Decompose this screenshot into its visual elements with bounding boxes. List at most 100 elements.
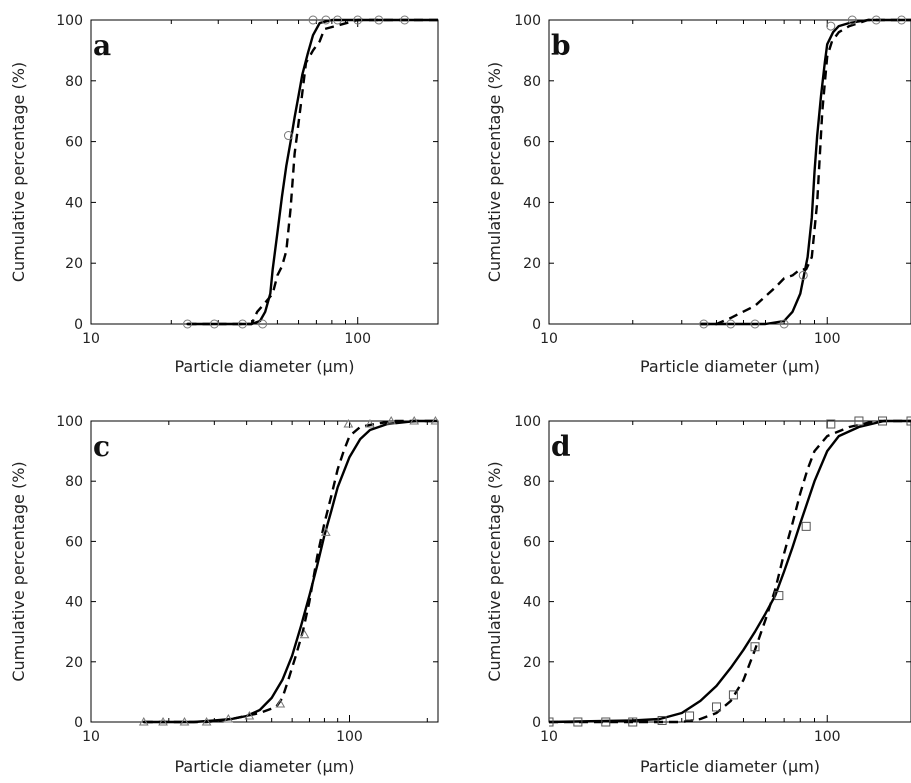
data-point (906, 416, 911, 426)
data-point (628, 717, 638, 727)
data-point (847, 15, 857, 25)
y-tick-label: 0 (74, 317, 83, 333)
data-point (158, 716, 168, 726)
data-point (854, 416, 864, 426)
plot-frame (548, 19, 911, 325)
data-point (657, 715, 667, 725)
y-tick-label: 100 (514, 414, 541, 430)
data-point (179, 716, 190, 726)
plot-frame (90, 420, 439, 723)
data-point (308, 15, 318, 25)
panel-label: c (93, 430, 110, 463)
y-tick-label: 60 (523, 135, 541, 151)
data-point (573, 717, 583, 727)
y-tick-label: 100 (56, 414, 83, 430)
data-point (712, 702, 722, 712)
y-tick-label: 100 (514, 13, 541, 29)
solid-curve (549, 419, 911, 724)
panel-label: b (551, 29, 571, 62)
data-point (430, 415, 438, 425)
data-point (386, 415, 397, 425)
plot-frame (548, 420, 911, 723)
y-axis-label: Cumulative percentage (%) (485, 461, 504, 681)
data-point (244, 710, 255, 720)
y-tick-label: 0 (532, 317, 541, 333)
data-point (801, 521, 811, 531)
x-axis-label: Particle diameter (μm) (174, 357, 354, 376)
data-point (798, 270, 808, 280)
data-point (283, 131, 293, 141)
y-tick-label: 80 (65, 74, 83, 90)
data-point (321, 15, 331, 25)
panel-label: d (551, 430, 571, 463)
x-axis-label: Particle diameter (μm) (640, 357, 820, 376)
data-point (878, 416, 888, 426)
y-tick-label: 80 (523, 74, 541, 90)
data-point (699, 319, 709, 329)
plot-area (699, 15, 911, 329)
data-point (238, 319, 248, 329)
data-point (826, 21, 836, 31)
data-point (223, 713, 234, 723)
data-point (750, 642, 760, 652)
data-point (779, 319, 789, 329)
dashed-curve (549, 419, 911, 724)
data-point (685, 711, 695, 721)
solid-curve (699, 18, 911, 326)
dashed-curve (187, 18, 438, 326)
y-tick-label: 60 (523, 534, 541, 550)
data-point (728, 690, 738, 700)
data-point (774, 591, 784, 601)
y-tick-label: 100 (56, 13, 83, 29)
y-tick-label: 80 (65, 474, 83, 490)
y-tick-label: 40 (523, 195, 541, 211)
x-tick-label: 10 (82, 729, 100, 745)
data-point (258, 319, 268, 329)
x-tick-label: 10 (540, 331, 558, 347)
data-point (299, 629, 310, 639)
panel-d: 0 20 40 60 80 100 10 100 Particle diameter (μm) C… (485, 414, 911, 776)
y-tick-label: 60 (65, 534, 83, 550)
solid-curve (142, 419, 438, 724)
data-point (409, 415, 420, 425)
y-axis-label: Cumulative percentage (%) (9, 461, 28, 681)
plot-area (182, 15, 438, 329)
y-tick-label: 0 (74, 715, 83, 731)
panel-c: 0 20 40 60 80 100 10 100 Particle diameter (μm) C… (9, 414, 439, 776)
x-tick-label: 100 (336, 729, 363, 745)
y-tick-label: 40 (65, 195, 83, 211)
data-point (826, 419, 836, 429)
panel-b: 0 20 40 60 80 100 10 100 Particle diameter (μm) C… (485, 13, 911, 376)
data-point (750, 319, 760, 329)
x-axis-label: Particle diameter (μm) (174, 757, 354, 776)
data-point (374, 15, 384, 25)
dashed-curve (143, 419, 438, 724)
x-tick-label: 100 (814, 331, 841, 347)
y-tick-label: 20 (523, 256, 541, 272)
y-tick-label: 20 (523, 655, 541, 671)
x-axis-label: Particle diameter (μm) (640, 757, 820, 776)
data-point (601, 717, 611, 727)
data-point (320, 527, 331, 536)
data-point (365, 419, 375, 428)
x-tick-label: 10 (82, 331, 100, 347)
data-point (400, 15, 410, 25)
data-point (201, 716, 212, 726)
data-point (871, 15, 881, 25)
data-point (275, 698, 286, 708)
y-tick-label: 40 (65, 595, 83, 611)
y-tick-label: 20 (65, 256, 83, 272)
dashed-curve (700, 18, 911, 326)
data-point (897, 15, 907, 25)
data-point (343, 419, 354, 428)
y-tick-label: 20 (65, 655, 83, 671)
y-tick-label: 80 (523, 474, 541, 490)
x-tick-label: 10 (540, 729, 558, 745)
plot-frame (90, 19, 439, 325)
data-point (138, 716, 149, 726)
data-point (353, 15, 363, 25)
y-tick-label: 60 (65, 135, 83, 151)
plot-area (138, 415, 438, 726)
y-tick-label: 0 (532, 715, 541, 731)
